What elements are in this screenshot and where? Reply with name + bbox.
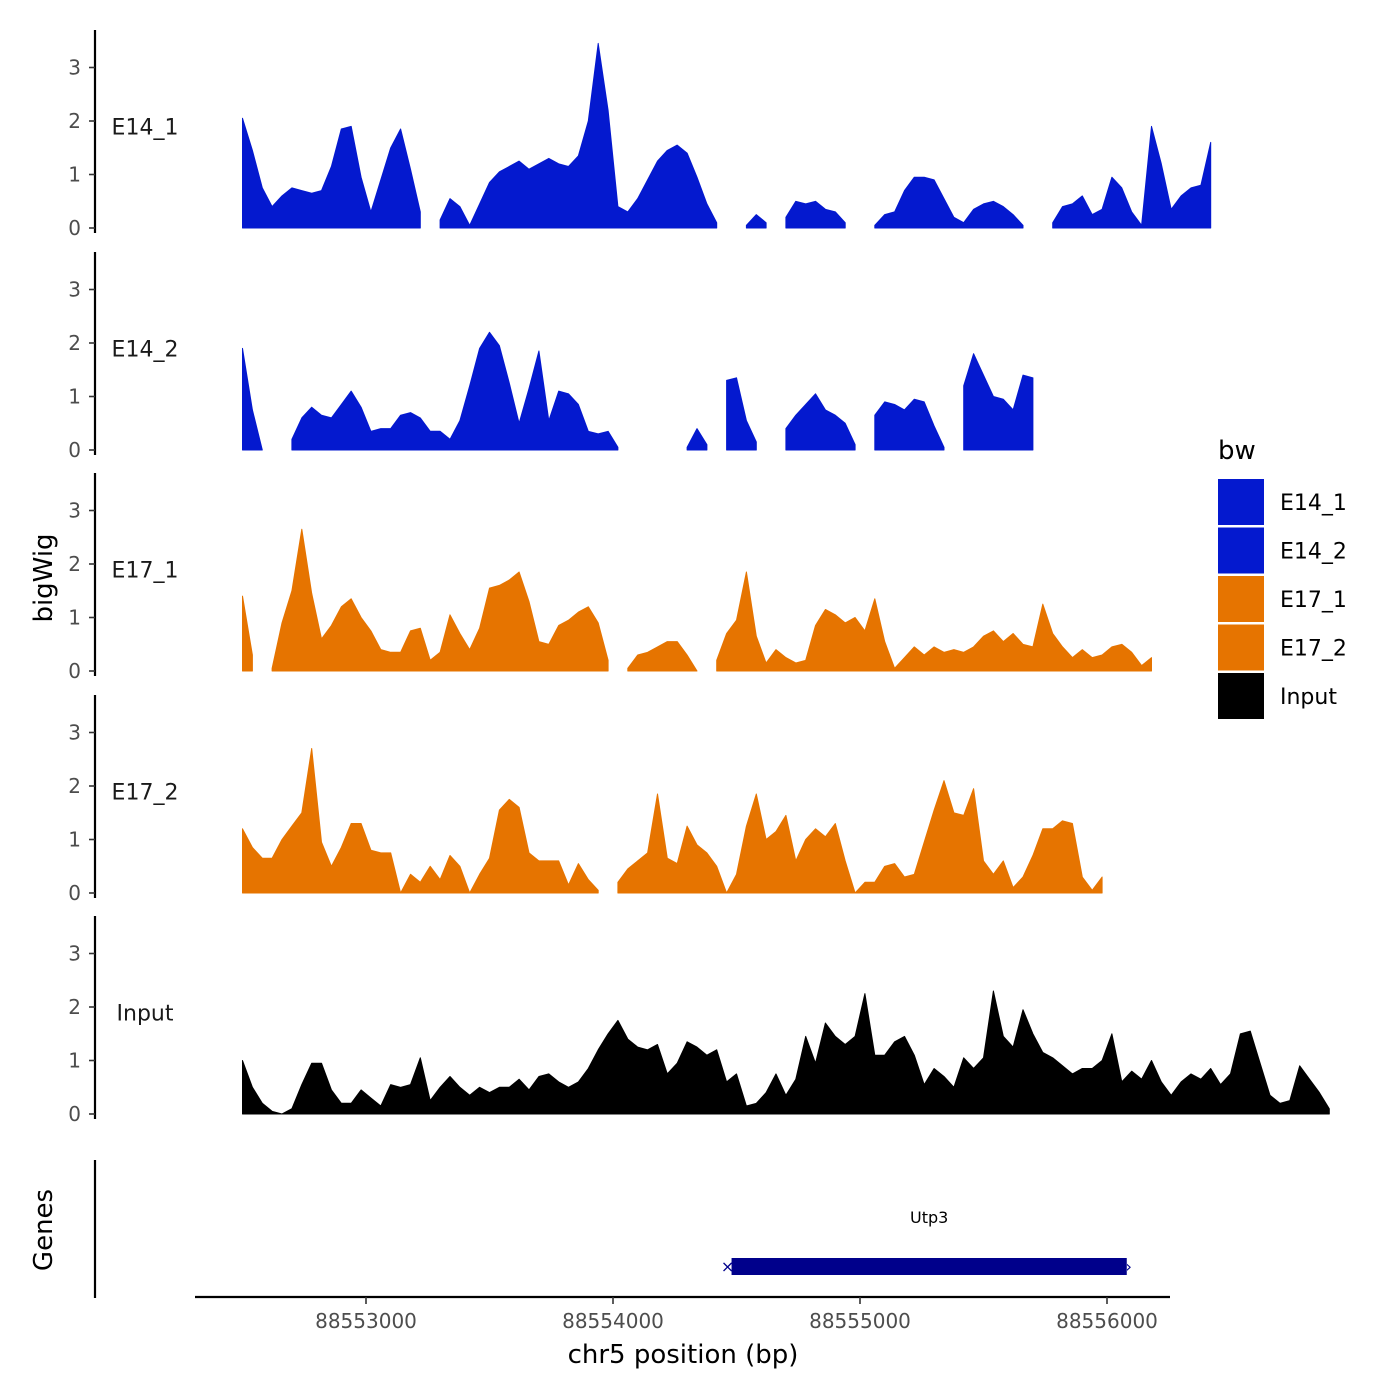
signal-area-e17-2 — [617, 780, 1103, 894]
signal-area-e17-2 — [242, 748, 599, 894]
legend: bw E14_1 E14_2 E17_1 E17_2 Input — [1218, 436, 1347, 719]
legend-title: bw — [1218, 436, 1256, 466]
legend-label: E14_2 — [1280, 540, 1347, 565]
signal-area-e17-1 — [271, 528, 609, 672]
x-tick-label: 88554000 — [562, 1309, 664, 1333]
y-tick-label: 0 — [68, 216, 81, 240]
y-tick-label: 0 — [68, 438, 81, 462]
signal-area-e14-2 — [242, 347, 263, 451]
y-tick-label: 0 — [68, 659, 81, 683]
legend-swatch-e17-1 — [1218, 576, 1264, 622]
legend-label: E17_1 — [1280, 588, 1347, 613]
y-axis-title: bigWig — [29, 533, 59, 622]
y-tick-label: 1 — [68, 1049, 81, 1073]
gene-body-utp3 — [731, 1258, 1127, 1275]
y-tick-label: 0 — [68, 1102, 81, 1126]
signal-area-e17-1 — [716, 571, 1152, 672]
y-tick-label: 2 — [68, 552, 81, 576]
signal-area-input — [242, 990, 1330, 1115]
legend-swatch-e14-2 — [1218, 527, 1264, 574]
y-tick-label: 0 — [68, 881, 81, 905]
y-tick-label: 3 — [68, 278, 81, 302]
y-tick-label: 3 — [68, 56, 81, 80]
signal-area-e14-1 — [242, 117, 421, 229]
signal-area-e14-1 — [874, 176, 1024, 229]
legend-swatch-e14-1 — [1218, 479, 1264, 525]
y-tick-label: 2 — [68, 774, 81, 798]
legend-swatch-e17-2 — [1218, 624, 1264, 671]
track-e14-2: 0 1 2 3 E14_2 — [68, 252, 1034, 462]
y-tick-label: 1 — [68, 828, 81, 852]
genes-track-title: Genes — [29, 1189, 59, 1271]
y-tick-label: 1 — [68, 606, 81, 630]
y-tick-label: 3 — [68, 721, 81, 745]
y-tick-label: 2 — [68, 331, 81, 355]
x-tick-label: 88553000 — [315, 1309, 417, 1333]
gene-label: Utp3 — [910, 1208, 948, 1227]
y-tick-label: 1 — [68, 163, 81, 187]
genes-track: × › Utp3 — [93, 1160, 1132, 1298]
signal-area-e14-2 — [874, 398, 945, 451]
track-e14-1: 0 1 2 3 E14_1 — [68, 30, 1212, 240]
track-label: E17_2 — [112, 780, 179, 805]
signal-area-e14-2 — [291, 331, 619, 451]
y-tick-label: 3 — [68, 499, 81, 523]
track-label: E17_1 — [112, 558, 179, 583]
signal-area-e14-2 — [726, 377, 757, 451]
track-label: E14_1 — [112, 115, 179, 140]
y-tick-label: 2 — [68, 995, 81, 1019]
signal-area-e14-1 — [439, 42, 718, 229]
x-axis: 88553000 88554000 88555000 88556000 — [195, 1295, 1170, 1333]
signal-area-e14-1 — [1052, 125, 1212, 229]
signal-area-e14-2 — [686, 428, 708, 451]
legend-swatch-input — [1218, 673, 1264, 719]
y-tick-label: 2 — [68, 109, 81, 133]
gene-strand-mark: › — [1126, 1257, 1132, 1276]
track-input: 0 1 2 3 Input — [68, 916, 1330, 1126]
legend-label: Input — [1280, 685, 1337, 710]
x-axis-title: chr5 position (bp) — [568, 1340, 799, 1370]
signal-area-e14-2 — [785, 393, 856, 451]
x-tick-label: 88555000 — [809, 1309, 911, 1333]
signal-area-e17-1 — [242, 595, 253, 672]
bigwig-tracks: 0 1 2 3 E14_1 0 1 2 3 E14_2 0 1 2 3 E17_1 0 1 2 3 E17_2 0 1 2 3… — [68, 30, 1330, 1126]
gene-strand-mark: × — [721, 1257, 734, 1276]
track-e17-2: 0 1 2 3 E17_2 — [68, 695, 1103, 905]
signal-area-e14-1 — [745, 214, 767, 229]
signal-area-e14-1 — [785, 200, 846, 229]
track-label: E14_2 — [112, 337, 179, 362]
y-tick-label: 3 — [68, 942, 81, 966]
track-label: Input — [117, 1001, 174, 1026]
signal-area-e14-2 — [963, 353, 1034, 451]
signal-area-e17-1 — [627, 641, 698, 672]
legend-label: E14_1 — [1280, 491, 1347, 516]
track-e17-1: 0 1 2 3 E17_1 — [68, 473, 1152, 683]
legend-label: E17_2 — [1280, 637, 1347, 662]
x-tick-label: 88556000 — [1056, 1309, 1158, 1333]
y-tick-label: 1 — [68, 385, 81, 409]
